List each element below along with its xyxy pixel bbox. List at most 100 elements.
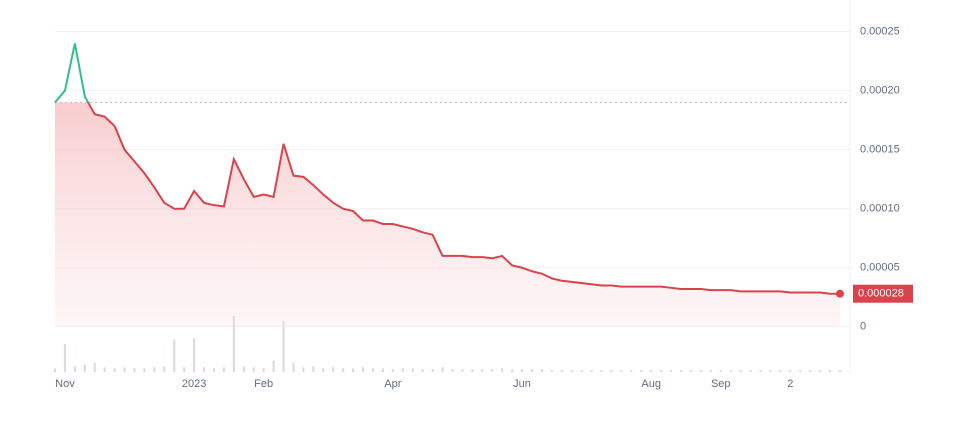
x-tick-label: Nov	[55, 378, 75, 390]
volume-bar	[143, 368, 146, 372]
price-line	[54, 102, 840, 295]
volume-bar	[232, 316, 235, 372]
volume-bar	[371, 368, 374, 372]
volume-bar	[322, 368, 325, 372]
volume-bar	[680, 370, 683, 372]
volume-bar	[550, 370, 553, 372]
volume-bar	[103, 367, 106, 372]
volume-bar	[183, 367, 186, 372]
volume-bar	[839, 370, 841, 372]
volume-bar	[133, 368, 136, 372]
volume-bar	[212, 368, 215, 372]
volume-bar	[302, 367, 305, 372]
volume-bar	[521, 369, 524, 372]
x-tick-label: Sep	[711, 378, 731, 390]
volume-bar	[362, 367, 365, 372]
volume-bar	[252, 367, 255, 372]
volume-bar	[123, 367, 126, 372]
volume-bar	[719, 370, 722, 372]
volume-bar	[262, 368, 265, 372]
x-tick-label: 2023	[182, 378, 206, 390]
volume-bar	[501, 368, 504, 372]
volume-bar	[660, 370, 663, 372]
y-tick-label: 0	[860, 321, 866, 333]
volume-bar	[441, 367, 444, 372]
volume-bar	[391, 369, 394, 372]
volume-bar	[163, 366, 166, 372]
y-tick-label: 0.00020	[860, 85, 900, 97]
volume-bar	[93, 362, 96, 372]
volume-bar	[282, 320, 285, 372]
x-tick-label: Jun	[513, 378, 531, 390]
volume-bar	[113, 368, 116, 372]
volume-bar	[540, 369, 543, 372]
volume-bar	[759, 370, 762, 372]
volume-bar	[819, 370, 822, 372]
volume-bar	[600, 370, 603, 372]
volume-bar	[749, 370, 752, 372]
volume-bar	[670, 370, 673, 372]
volume-bar	[203, 367, 206, 372]
volume-bar	[173, 339, 176, 372]
volume-bar	[799, 370, 802, 372]
volume-bar	[431, 369, 434, 372]
volume-bar	[153, 367, 156, 372]
volume-bar	[560, 370, 563, 372]
volume-bar	[739, 370, 742, 372]
volume-bar	[570, 370, 573, 372]
volume-bar	[650, 370, 653, 372]
volume-bar	[769, 370, 772, 372]
volume-bar	[630, 370, 633, 372]
volume-bar	[461, 369, 464, 372]
volume-bar	[54, 368, 56, 372]
x-tick-label: 2	[787, 378, 793, 390]
volume-bar	[580, 370, 583, 372]
volume-bar	[312, 366, 315, 372]
volume-bar	[481, 369, 484, 372]
volume-bar	[63, 344, 66, 372]
price-tag-bg	[853, 284, 913, 303]
x-tick-label: Apr	[384, 378, 401, 390]
volume-bar	[530, 369, 533, 372]
volume-bar	[640, 370, 643, 372]
last-point	[836, 289, 844, 298]
volume-bar	[620, 370, 623, 372]
price-tag: 0.000028	[858, 288, 904, 300]
volume-bar	[352, 368, 355, 372]
volume-bar	[242, 366, 245, 372]
volume-bar	[689, 370, 692, 372]
x-tick-label: Feb	[254, 378, 273, 390]
volume-bar	[590, 370, 593, 372]
y-tick-label: 0.00005	[860, 262, 900, 274]
volume-bar	[411, 368, 414, 372]
volume-bar	[381, 368, 384, 372]
volume-bar	[729, 370, 732, 372]
volume-bar	[401, 368, 404, 372]
y-tick-label: 0.00010	[860, 203, 900, 215]
volume-bar	[222, 367, 225, 372]
volume-bar	[779, 370, 782, 372]
volume-bar	[789, 370, 792, 372]
volume-bar	[451, 369, 454, 372]
volume-bar	[511, 369, 514, 372]
volume-bar	[193, 338, 196, 372]
volume-bar	[471, 369, 474, 372]
volume-bar	[491, 369, 494, 372]
volume-bar	[699, 370, 702, 372]
volume-bar	[73, 366, 76, 372]
volume-bar	[272, 360, 275, 372]
volume-bar	[610, 370, 613, 372]
volume-bar	[292, 362, 295, 372]
volume-bar	[809, 370, 812, 372]
volume-bar	[709, 370, 712, 372]
volume-bar	[342, 368, 345, 372]
y-tick-label: 0.00015	[860, 144, 900, 156]
volume-bar	[83, 364, 86, 372]
volume-bar	[332, 367, 335, 372]
y-tick-label: 0.00025	[860, 26, 900, 38]
volume-bar	[829, 370, 832, 372]
area	[55, 102, 840, 327]
x-tick-label: Aug	[641, 378, 661, 390]
volume-bar	[421, 369, 424, 372]
